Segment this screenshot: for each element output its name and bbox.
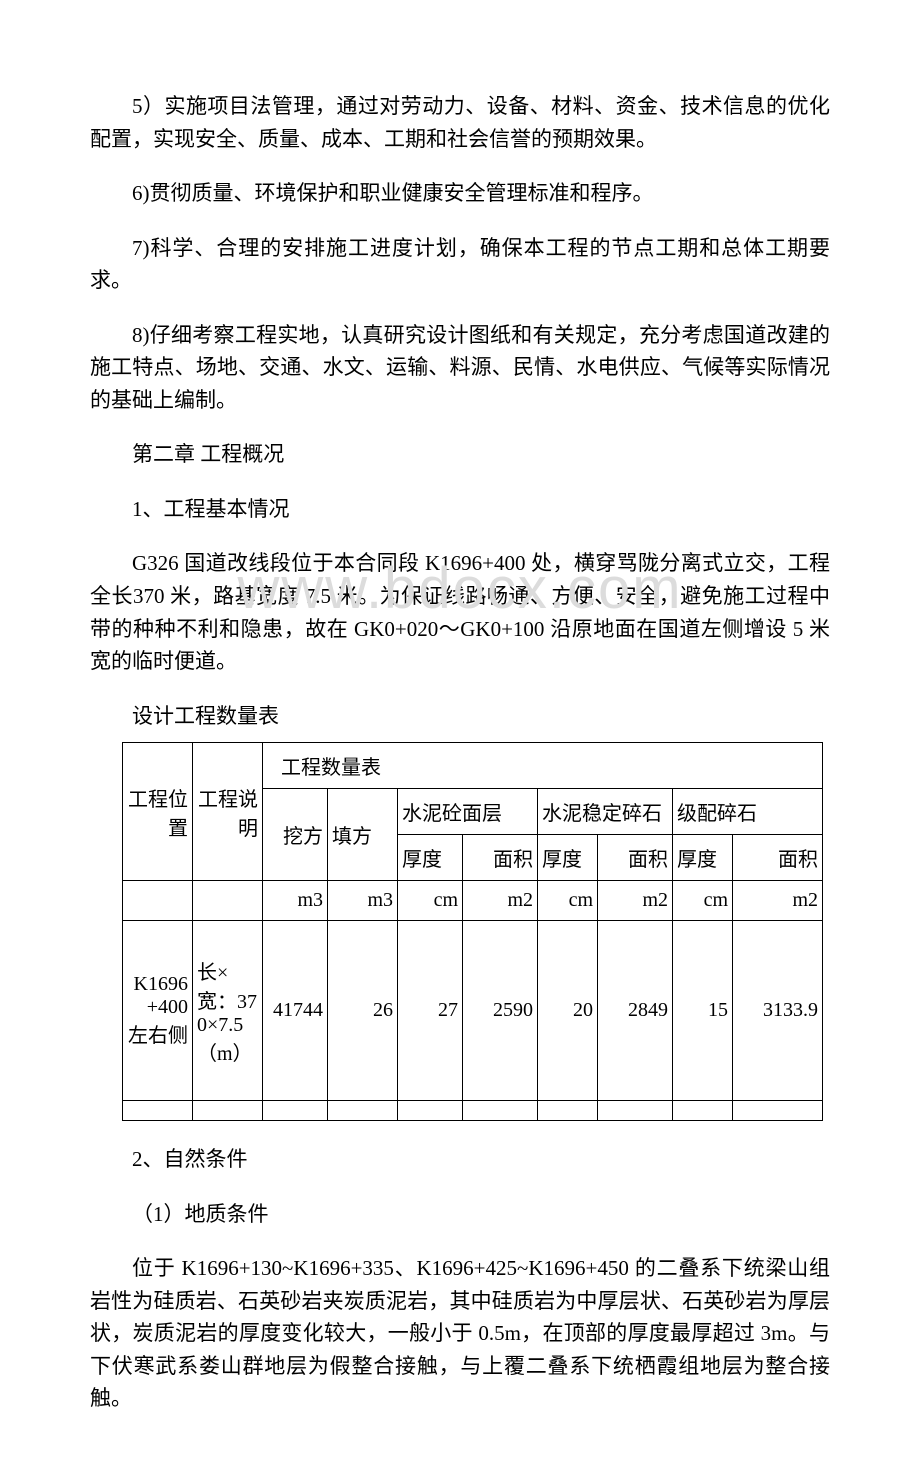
cell-pos-blank: [123, 881, 193, 921]
cell-g1-mj-header: 面积: [463, 835, 538, 881]
para-principle-7: 7)科学、合理的安排施工进度计划，确保本工程的节点工期和总体工期要求。: [90, 232, 830, 297]
cell-qty-header: 工程数量表: [263, 743, 823, 789]
cell-desc: 长×宽：370×7.5（m）: [193, 921, 263, 1101]
cell-u-wafang: m3: [263, 881, 328, 921]
cell-empty: [733, 1101, 823, 1121]
cell-u-g3a: m2: [733, 881, 823, 921]
para-geology: 位于 K1696+130~K1696+335、K1696+425~K1696+4…: [90, 1252, 830, 1415]
cell-desc-header: 工程说明: [193, 743, 263, 881]
cell-u-g1a: m2: [463, 881, 538, 921]
cell-wafang: 41744: [263, 921, 328, 1101]
cell-empty: [538, 1101, 598, 1121]
cell-pos-header: 工程位置: [123, 743, 193, 881]
cell-u-g2h: cm: [538, 881, 598, 921]
cell-empty: [398, 1101, 463, 1121]
cell-g1-header: 水泥砼面层: [398, 789, 538, 835]
table-row-empty: [123, 1101, 823, 1121]
cell-empty: [328, 1101, 398, 1121]
cell-desc-blank: [193, 881, 263, 921]
cell-g3-mj-header: 面积: [733, 835, 823, 881]
section-2-heading: 2、自然条件: [90, 1143, 830, 1176]
cell-wafang-header: 挖方: [263, 789, 328, 881]
cell-pos: K1696+400 左右侧: [123, 921, 193, 1101]
quantity-table: 工程位置 工程说明 工程数量表 挖方 填方 水泥砼面层 水泥稳定碎石 级配碎石 …: [122, 742, 823, 1121]
cell-g2h: 20: [538, 921, 598, 1101]
cell-g3h: 15: [673, 921, 733, 1101]
cell-empty: [673, 1101, 733, 1121]
cell-u-g3h: cm: [673, 881, 733, 921]
para-project-basic: G326 国道改线段位于本合同段 K1696+400 处，横穿骂陇分离式立交，工…: [90, 547, 830, 677]
cell-u-tianfang: m3: [328, 881, 398, 921]
cell-g3-header: 级配碎石: [673, 789, 823, 835]
cell-tianfang: 26: [328, 921, 398, 1101]
cell-g2-hd-header: 厚度: [538, 835, 598, 881]
para-principle-6: 6)贯彻质量、环境保护和职业健康安全管理标准和程序。: [90, 177, 830, 210]
table-row-units: m3 m3 cm m2 cm m2 cm m2: [123, 881, 823, 921]
cell-g1a: 2590: [463, 921, 538, 1101]
cell-g3a: 3133.9: [733, 921, 823, 1101]
section-1-heading: 1、工程基本情况: [90, 493, 830, 526]
table-title: 设计工程数量表: [90, 700, 830, 733]
cell-empty: [463, 1101, 538, 1121]
cell-empty: [193, 1101, 263, 1121]
table-row-header-top: 工程位置 工程说明 工程数量表: [123, 743, 823, 789]
cell-empty: [598, 1101, 673, 1121]
cell-g1h: 27: [398, 921, 463, 1101]
cell-tianfang-header: 填方: [328, 789, 398, 881]
cell-g3-hd-header: 厚度: [673, 835, 733, 881]
cell-g2a: 2849: [598, 921, 673, 1101]
cell-g2-mj-header: 面积: [598, 835, 673, 881]
cell-u-g2a: m2: [598, 881, 673, 921]
para-principle-5: 5）实施项目法管理，通过对劳动力、设备、材料、资金、技术信息的优化配置，实现安全…: [90, 90, 830, 155]
cell-empty: [263, 1101, 328, 1121]
table-row-data: K1696+400 左右侧 长×宽：370×7.5（m） 41744 26 27…: [123, 921, 823, 1101]
chapter-heading: 第二章 工程概况: [90, 438, 830, 471]
cell-g2-header: 水泥稳定碎石: [538, 789, 673, 835]
cell-g1-hd-header: 厚度: [398, 835, 463, 881]
para-principle-8: 8)仔细考察工程实地，认真研究设计图纸和有关规定，充分考虑国道改建的施工特点、场…: [90, 319, 830, 417]
cell-empty: [123, 1101, 193, 1121]
cell-u-g1h: cm: [398, 881, 463, 921]
subsection-1-heading: （1）地质条件: [90, 1198, 830, 1231]
quantity-table-wrap: 工程位置 工程说明 工程数量表 挖方 填方 水泥砼面层 水泥稳定碎石 级配碎石 …: [122, 742, 830, 1121]
